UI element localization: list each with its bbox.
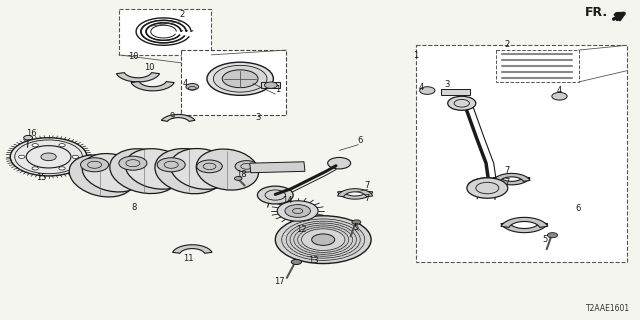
Circle shape (277, 201, 318, 221)
Ellipse shape (109, 149, 179, 194)
Circle shape (207, 62, 273, 95)
Text: 3: 3 (445, 80, 450, 89)
Text: 7: 7 (365, 194, 370, 204)
Circle shape (41, 153, 56, 161)
Circle shape (19, 155, 25, 158)
Circle shape (291, 260, 301, 265)
Text: 9: 9 (170, 112, 175, 121)
Polygon shape (493, 177, 530, 185)
Polygon shape (493, 173, 530, 181)
Circle shape (352, 220, 361, 224)
Bar (416, 45, 627, 262)
Circle shape (467, 178, 508, 198)
Text: FR.: FR. (585, 6, 608, 19)
Circle shape (235, 161, 258, 172)
Text: 8: 8 (132, 203, 137, 212)
Circle shape (157, 158, 185, 172)
Circle shape (552, 92, 567, 100)
Text: 6: 6 (357, 136, 362, 145)
Bar (119, 9, 211, 55)
Text: 4: 4 (556, 86, 561, 95)
Circle shape (257, 186, 293, 204)
Circle shape (119, 156, 147, 170)
Polygon shape (173, 245, 212, 253)
Polygon shape (501, 217, 548, 228)
Text: 10: 10 (129, 52, 139, 61)
Ellipse shape (125, 149, 189, 189)
Polygon shape (131, 82, 174, 91)
Circle shape (222, 70, 258, 88)
Circle shape (448, 96, 476, 110)
Circle shape (420, 87, 435, 94)
Polygon shape (161, 115, 195, 121)
Circle shape (547, 233, 557, 238)
Circle shape (59, 144, 65, 147)
Ellipse shape (196, 149, 259, 190)
Circle shape (72, 155, 79, 158)
Text: 10: 10 (145, 63, 155, 72)
Text: 16: 16 (26, 129, 37, 138)
Text: 4: 4 (419, 83, 424, 92)
Text: 2: 2 (504, 40, 509, 49)
Text: 4: 4 (182, 79, 188, 88)
Text: 3: 3 (255, 114, 260, 123)
Bar (261, 82, 280, 88)
Text: 6: 6 (575, 204, 581, 213)
Circle shape (312, 234, 335, 245)
Circle shape (196, 160, 222, 173)
Text: 1: 1 (413, 51, 418, 60)
Text: 7: 7 (504, 166, 509, 175)
Text: 2: 2 (179, 10, 185, 19)
Text: 5: 5 (542, 235, 547, 244)
Text: T2AAE1601: T2AAE1601 (586, 304, 630, 313)
Text: 12: 12 (296, 225, 306, 234)
Circle shape (275, 216, 371, 264)
Text: 11: 11 (182, 254, 193, 263)
Ellipse shape (69, 155, 134, 197)
Polygon shape (116, 73, 159, 82)
Circle shape (234, 177, 242, 180)
Polygon shape (337, 189, 372, 196)
Text: 13: 13 (308, 256, 319, 265)
Text: 17: 17 (274, 276, 285, 285)
Circle shape (32, 144, 38, 147)
Circle shape (24, 135, 33, 140)
Text: 14: 14 (282, 196, 292, 205)
Bar (250, 162, 305, 173)
Text: 5: 5 (354, 223, 359, 232)
Bar (495, 50, 579, 82)
Text: 7: 7 (504, 179, 509, 188)
Text: 15: 15 (36, 173, 46, 182)
Circle shape (213, 65, 267, 92)
Circle shape (10, 138, 87, 176)
Polygon shape (501, 223, 548, 233)
Circle shape (285, 204, 310, 217)
Text: 1: 1 (275, 85, 280, 94)
Ellipse shape (170, 148, 234, 189)
Bar (442, 89, 470, 95)
Circle shape (186, 84, 198, 90)
Ellipse shape (155, 148, 223, 194)
Text: 7: 7 (365, 181, 370, 190)
Bar (180, 50, 286, 116)
Circle shape (59, 167, 65, 170)
Ellipse shape (83, 154, 143, 192)
Circle shape (81, 158, 109, 172)
Text: 18: 18 (236, 170, 246, 179)
Circle shape (328, 157, 351, 169)
Polygon shape (337, 191, 372, 199)
Circle shape (32, 167, 38, 170)
Circle shape (264, 82, 277, 88)
